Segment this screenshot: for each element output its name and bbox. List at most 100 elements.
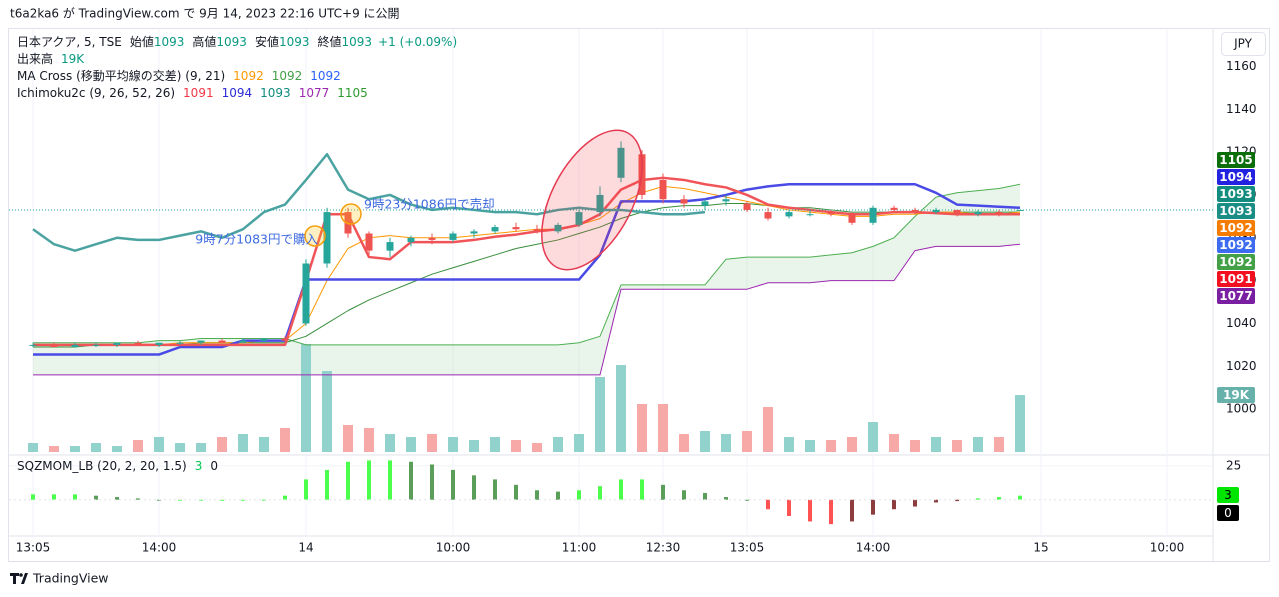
- ma-legend: MA Cross (移動平均線の交差) (9, 21) 1092 1092 1092: [17, 68, 341, 83]
- sqz-layer: [9, 460, 1213, 525]
- x-tick-label: 14:00: [856, 541, 891, 555]
- sqz-bar: [241, 499, 245, 501]
- sqz-bar: [556, 491, 560, 500]
- legend-part: 1092: [233, 69, 264, 83]
- annotation: 9時7分1083円で購入: [195, 232, 318, 247]
- price-badge: [1217, 220, 1255, 236]
- volume-bar: [616, 365, 626, 452]
- candle-body: [743, 203, 751, 210]
- candle-body: [92, 344, 100, 346]
- volume-bar: [994, 437, 1004, 452]
- price-badge: [1217, 288, 1255, 304]
- x-tick-label: 14: [298, 541, 313, 555]
- sqz-bar: [682, 490, 686, 500]
- legend-part: 0: [210, 459, 218, 473]
- ichimoku-cloud: [33, 184, 1020, 375]
- price-badge: [1217, 203, 1255, 219]
- price-badge: [1217, 271, 1255, 287]
- candle-body: [176, 342, 184, 344]
- volume-layer: [28, 344, 1025, 452]
- volume-badge: [1217, 387, 1255, 403]
- currency-label[interactable]: JPY: [1233, 37, 1253, 51]
- volume-bar: [154, 437, 164, 452]
- sqz-bar: [493, 479, 497, 500]
- currency-button-box[interactable]: [1221, 32, 1266, 56]
- volume-bar: [868, 422, 878, 452]
- sqz-bar: [787, 499, 791, 517]
- candle-body: [470, 231, 478, 234]
- currency-button[interactable]: JPY: [1221, 32, 1266, 56]
- y-tick-label: 25: [1226, 458, 1241, 472]
- volume-bar: [973, 437, 983, 452]
- legend-part: 1093: [216, 35, 247, 49]
- candle-body: [953, 209, 961, 215]
- candle-body: [659, 179, 667, 200]
- annotation: 9時23分1086円で売却: [364, 197, 495, 212]
- volume-bar: [343, 425, 353, 452]
- candle-body: [596, 194, 604, 213]
- volume-bar: [763, 407, 773, 452]
- volume-bar: [406, 437, 416, 452]
- volume-bar: [931, 437, 941, 452]
- price-badge-label: 1092: [1219, 221, 1252, 235]
- candle-body: [575, 212, 583, 225]
- candle-body: [932, 209, 940, 213]
- candle-body: [701, 201, 709, 206]
- candle-body: [806, 214, 814, 216]
- sqz-bar: [346, 461, 350, 500]
- x-tick-label: 14:00: [142, 541, 177, 555]
- candle-body: [29, 344, 37, 346]
- sqz-badge: [1217, 487, 1239, 503]
- x-tick-label: 10:00: [1150, 541, 1185, 555]
- price-badge-label: 1091: [1219, 272, 1252, 286]
- volume-bar: [112, 446, 122, 452]
- volume-bar: [217, 437, 227, 452]
- price-badge-label: 1092: [1219, 238, 1252, 252]
- sqz-bar: [976, 498, 980, 500]
- sqz-bar: [955, 499, 959, 502]
- candle-body: [764, 212, 772, 219]
- candle-body: [428, 237, 436, 240]
- volume-bar: [490, 437, 500, 452]
- sqz-bar: [304, 479, 308, 500]
- sqz-legend: SQZMOM_LB (20, 2, 20, 1.5) 3 0: [17, 459, 218, 473]
- x-tick-label: 13:05: [730, 541, 765, 555]
- candle-body: [722, 199, 730, 202]
- footer: TradingView: [10, 571, 109, 586]
- sqz-bar: [934, 499, 938, 503]
- sqz-bar: [451, 469, 455, 500]
- volume-bar: [28, 443, 38, 452]
- sqz-bar: [325, 469, 329, 500]
- sqz-bar: [535, 490, 539, 500]
- indicator-line: [32, 152, 706, 252]
- x-tick-label: 12:30: [646, 541, 681, 555]
- indicator-line: [33, 182, 1021, 356]
- sqz-bar: [115, 497, 119, 500]
- sqz-bar: [598, 486, 602, 500]
- price-badge: [1217, 254, 1255, 270]
- logo-dot: [19, 573, 23, 577]
- y-tick-label: 1160: [1226, 59, 1257, 73]
- legend-part: 1092: [310, 69, 341, 83]
- legend-part: 日本アクア, 5, TSE: [17, 35, 122, 49]
- sqz-bar: [220, 499, 224, 501]
- price-badge-label: 1093: [1219, 187, 1252, 201]
- volume-bar: [637, 404, 647, 452]
- candle-body: [680, 199, 688, 204]
- symbol-legend: 日本アクア, 5, TSE 始値1093 高値1093 安値1093 終値1093 +1 …: [17, 34, 457, 49]
- candle-body: [197, 340, 205, 343]
- volume-bar: [280, 428, 290, 452]
- volume-bar: [238, 434, 248, 452]
- sqz-bar: [577, 490, 581, 500]
- candle-body: [911, 209, 919, 213]
- sqz-bar: [892, 499, 896, 510]
- candle-body: [869, 207, 877, 223]
- candle-body: [323, 212, 331, 264]
- volume-bar: [49, 446, 59, 452]
- volume-bar: [910, 440, 920, 452]
- candle-body: [533, 229, 541, 232]
- volume-bar: [952, 440, 962, 452]
- legend: 日本アクア, 5, TSE 始値1093 高値1093 安値1093 終値1093 +1 …: [17, 34, 457, 473]
- price-badge-label: 1092: [1219, 255, 1252, 269]
